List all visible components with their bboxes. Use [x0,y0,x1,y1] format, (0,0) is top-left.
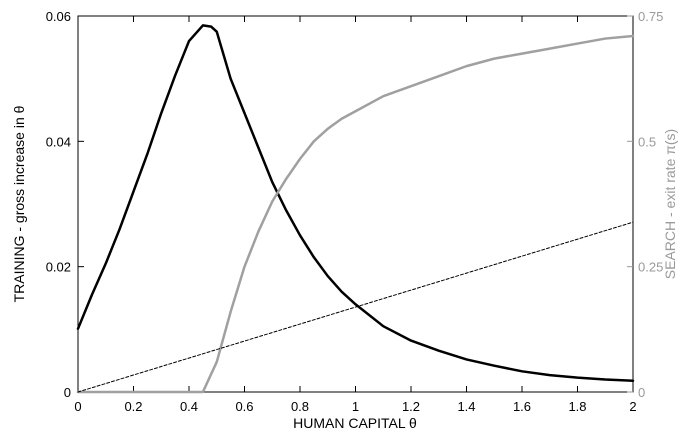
y-left-tick-label: 0.04 [46,134,71,149]
y-left-tick-label: 0 [64,385,71,400]
series-layer [76,24,635,394]
y-left-tick-label: 0.06 [46,9,71,24]
x-tick-label: 0.2 [124,399,142,414]
training-series-line [76,24,635,382]
ticks-layer: 0 0.2 0.4 0.6 0.8 1 1.2 1.4 1.6 1.8 200.020.040.06… [46,9,664,414]
x-tick-label: 1.6 [513,399,531,414]
x-tick-label: 0 [74,399,81,414]
y-right-tick-label: 0.75 [638,9,663,24]
dashed-series-line [77,221,634,393]
x-tick-label: 2 [629,399,636,414]
x-tick-label: 0.4 [180,399,198,414]
y-right-tick-label: 0.5 [638,134,656,149]
x-tick-label: 1.2 [402,399,420,414]
x-tick-label: 1.4 [457,399,475,414]
search-series-line [76,34,635,394]
x-tick-label: 1 [352,399,359,414]
x-tick-label: 0.8 [291,399,309,414]
y-axis-left-label: TRAINING - gross increase in θ [11,105,27,302]
x-tick-label: 1.8 [568,399,586,414]
y-right-tick-label: 0 [638,385,645,400]
plot-frame [77,15,634,393]
x-tick-label: 0.6 [235,399,253,414]
y-right-tick-label: 0.25 [638,260,663,275]
y-axis-right-label: SEARCH - exit rate π(s) [662,129,678,279]
y-left-tick-label: 0.02 [46,260,71,275]
x-axis-label: HUMAN CAPITAL θ [293,415,417,431]
